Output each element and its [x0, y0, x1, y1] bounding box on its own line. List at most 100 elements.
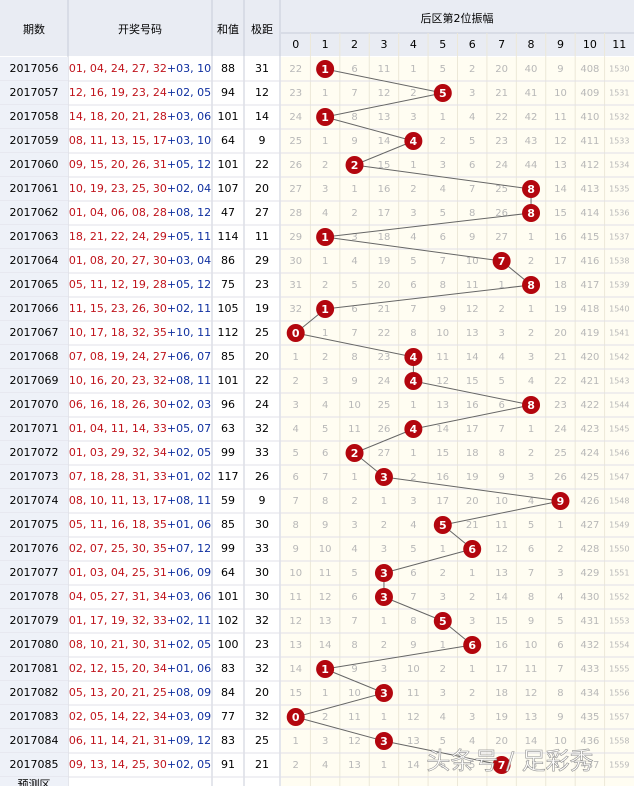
- miss-count: 6: [498, 400, 504, 411]
- miss-count: 422: [580, 400, 599, 411]
- miss-count: 10: [466, 256, 479, 267]
- miss-count: 13: [495, 568, 508, 579]
- miss-count: 4: [440, 184, 446, 195]
- draw-numbers: 18, 21, 22, 24, 29+05, 11: [69, 230, 211, 243]
- miss-count: 11: [466, 280, 479, 291]
- span: 20: [255, 350, 269, 363]
- miss-count: 5: [528, 520, 534, 531]
- period: 2017056: [10, 62, 59, 75]
- amplitude-ball: [551, 492, 570, 510]
- span: 23: [255, 278, 269, 291]
- period: 2017073: [10, 470, 59, 483]
- draw-numbers: 09, 15, 20, 26, 31+05, 12: [69, 158, 211, 171]
- amplitude-value: 5: [439, 615, 447, 628]
- miss-count: 412: [580, 160, 599, 171]
- miss-count: 3: [557, 568, 563, 579]
- back-numbers: +02, 03: [167, 398, 211, 411]
- span: 29: [255, 254, 269, 267]
- period-bg: [0, 129, 68, 153]
- span: 21: [255, 758, 269, 771]
- miss-count: 7: [322, 472, 328, 483]
- amplitude-ball: [492, 252, 511, 270]
- back-numbers: +05, 11: [167, 230, 211, 243]
- miss-count: 15: [495, 616, 508, 627]
- miss-count: 3: [440, 688, 446, 699]
- miss-count: 9: [440, 304, 446, 315]
- miss-count: 427: [580, 520, 599, 531]
- sum: 83: [221, 662, 235, 675]
- amplitude-value: 4: [410, 351, 418, 364]
- period-bg: [0, 657, 68, 681]
- miss-count: 1: [322, 88, 328, 99]
- miss-count: 1: [469, 568, 475, 579]
- amplitude-value: 3: [380, 735, 388, 748]
- sum: 100: [218, 638, 239, 651]
- amplitude-ball: [374, 732, 393, 750]
- miss-count: 6: [351, 64, 357, 75]
- miss-count: 3: [528, 352, 534, 363]
- miss-count: 16: [554, 232, 567, 243]
- miss-count: 1554: [609, 641, 629, 650]
- miss-count: 16: [378, 184, 391, 195]
- period-bg: [0, 537, 68, 561]
- miss-count: 9: [293, 544, 299, 555]
- trend-line: [325, 92, 443, 118]
- miss-count: 2: [322, 160, 328, 171]
- span: 20: [255, 686, 269, 699]
- miss-count: 4: [469, 112, 475, 123]
- miss-count: 3: [498, 328, 504, 339]
- sum: 105: [218, 302, 239, 315]
- amplitude-ball: [463, 636, 482, 654]
- trend-line: [442, 500, 561, 526]
- back-numbers: +02, 11: [167, 614, 211, 627]
- miss-count: 24: [289, 112, 302, 123]
- front-numbers: 08, 10, 21, 30, 31: [69, 638, 167, 651]
- miss-count: 3: [410, 112, 416, 123]
- miss-count: 1543: [609, 377, 629, 386]
- sum: 64: [221, 566, 235, 579]
- miss-count: 9: [557, 712, 563, 723]
- amplitude-ball: [374, 684, 393, 702]
- amplitude-value: 8: [527, 207, 535, 220]
- sum: 83: [221, 734, 235, 747]
- miss-count: 24: [554, 424, 567, 435]
- miss-count: 8: [469, 208, 475, 219]
- draw-numbers: 10, 17, 18, 32, 35+10, 11: [69, 326, 211, 339]
- sum: 47: [221, 206, 235, 219]
- amplitude-ball: [463, 540, 482, 558]
- miss-count: 11: [378, 64, 391, 75]
- miss-count: 9: [322, 520, 328, 531]
- miss-count: 23: [289, 88, 302, 99]
- period-bg: [0, 81, 68, 105]
- miss-count: 4: [293, 424, 299, 435]
- amplitude-value: 6: [468, 543, 476, 556]
- miss-count: 12: [348, 736, 361, 747]
- period: 2017076: [10, 542, 59, 555]
- miss-count: 1: [410, 448, 416, 459]
- miss-count: 3: [410, 208, 416, 219]
- miss-count: 13: [407, 736, 420, 747]
- miss-count: 6: [557, 640, 563, 651]
- front-numbers: 01, 03, 29, 32, 34: [69, 446, 167, 459]
- miss-count: 4: [322, 208, 328, 219]
- amplitude-ball: [522, 180, 541, 198]
- trend-line: [383, 476, 561, 502]
- miss-count: 6: [351, 304, 357, 315]
- amplitude-value: 7: [498, 759, 506, 772]
- miss-count: 44: [525, 160, 538, 171]
- span: 33: [255, 542, 269, 555]
- miss-count: 426: [580, 496, 599, 507]
- span: 25: [255, 326, 269, 339]
- miss-count: 1: [322, 136, 328, 147]
- draw-numbers: 05, 11, 16, 18, 35+01, 06: [69, 518, 211, 531]
- draw-numbers: 02, 12, 15, 20, 34+01, 06: [69, 662, 211, 675]
- period: 2017075: [10, 518, 59, 531]
- period-bg: [0, 153, 68, 177]
- front-numbers: 05, 11, 16, 18, 35: [69, 518, 167, 531]
- period: 2017067: [10, 326, 59, 339]
- trend-line: [383, 596, 443, 622]
- miss-count: 10: [525, 640, 538, 651]
- amplitude-value: 3: [380, 471, 388, 484]
- draw-numbers: 01, 04, 06, 08, 28+08, 12: [69, 206, 211, 219]
- miss-count: 12: [407, 712, 420, 723]
